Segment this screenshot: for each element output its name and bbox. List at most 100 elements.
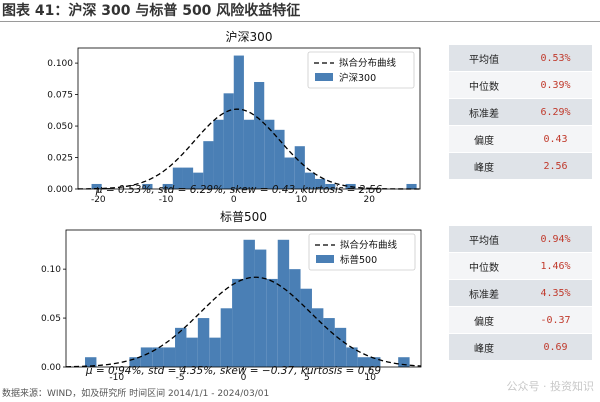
histogram-bar	[264, 119, 275, 189]
histogram-bar	[140, 347, 153, 367]
chart-hs300: 沪深300 -20 -10 0 10 20 0.000 0.025 0.050 0.075 0.10…	[47, 30, 421, 205]
stats-value: 6.29%	[519, 98, 592, 126]
x-tick-label: -10	[109, 373, 124, 383]
stats-label: 标准差	[449, 279, 519, 307]
source-footnote: 数据来源：WIND，如及研究所 时间区间 2014/1/1 - 2024/03/…	[2, 389, 270, 399]
watermark: 公众号 · 投资知识	[506, 380, 595, 393]
stats-label: 中位数	[449, 252, 519, 280]
histogram-bar	[209, 337, 221, 367]
x-tick-label: 20	[363, 195, 375, 205]
stats-value: -0.37	[519, 306, 592, 334]
histogram-bar	[162, 183, 173, 189]
legend-fit-label: 拟合分布曲线	[339, 57, 397, 69]
histogram-bar	[243, 119, 255, 189]
stats-label: 中位数	[449, 71, 519, 99]
x-tick-label: 10	[296, 195, 308, 205]
chart-title: 沪深300	[226, 30, 273, 44]
histogram-bar	[203, 141, 214, 189]
x-tick-label: 5	[304, 373, 310, 383]
stats-row: 中位数 1.46%	[449, 252, 592, 280]
histogram-bar	[163, 347, 176, 367]
histogram-bar	[277, 239, 290, 367]
stats-row: 平均值 0.53%	[449, 44, 592, 72]
histogram-bar	[357, 357, 370, 367]
histogram-bar	[193, 172, 204, 189]
histogram-bar	[266, 278, 278, 367]
y-tick-label: 0.000	[47, 185, 73, 195]
histogram-bar	[182, 167, 194, 189]
histogram-bar	[129, 357, 141, 367]
stats-value: 0.53%	[519, 44, 592, 72]
stats-row: 标准差 4.35%	[449, 279, 592, 307]
histogram-bar	[284, 157, 295, 189]
histogram-bar	[220, 308, 233, 367]
stats-value: 1.46%	[519, 252, 592, 280]
histogram-bar	[294, 146, 305, 189]
y-tick-label: 0.100	[47, 59, 73, 69]
histogram-bar	[274, 129, 285, 189]
stats-row: 偏度 0.43	[449, 125, 592, 153]
x-tick-label: 0	[231, 195, 237, 205]
y-tick-label: 0.050	[47, 122, 73, 132]
histogram-bar	[175, 327, 187, 367]
stats-label: 峰度	[449, 152, 519, 180]
histogram-bar	[172, 167, 183, 189]
legend-box	[308, 233, 416, 271]
histogram-bar	[304, 172, 316, 189]
stats-value: 2.56	[519, 152, 592, 180]
histogram-bar	[152, 347, 164, 367]
histogram-bar	[223, 93, 234, 189]
legend-series-label: 沪深300	[339, 72, 376, 84]
legend-series-swatch	[315, 73, 333, 81]
stats-row: 峰度 0.69	[449, 333, 592, 361]
legend-series-label: 标普500	[340, 254, 377, 266]
histogram-bar	[186, 337, 198, 367]
charts-canvas: 沪深300-20 -10 0 10 200.0000.0250.0500.0750.10…	[41, 30, 422, 383]
y-tick-label: 0.075	[47, 91, 73, 101]
histogram-bar	[315, 178, 326, 189]
histogram-bar	[243, 239, 255, 367]
stats-label: 平均值	[449, 44, 519, 72]
histogram-bar	[213, 119, 224, 189]
histogram-bar	[233, 55, 244, 189]
stats-value: 0.69	[519, 333, 592, 361]
chart-title: 标普500	[220, 210, 267, 224]
y-tick-label: 0.10	[41, 265, 61, 275]
stats-table-sp500: 平均值 0.94% 中位数 1.46% 标准差 4.35% 偏度 -0.37 峰度 0.69	[449, 225, 592, 361]
legend-box	[307, 51, 415, 89]
x-tick-label: 10	[365, 373, 377, 383]
stats-table-hs300: 平均值 0.53% 中位数 0.39% 标准差 6.29% 偏度 0.43 峰度 2.56	[449, 44, 592, 180]
x-tick-label: -20	[91, 195, 106, 205]
chart-caption: μ = 0.94%, std = 4.35%, skew = −0.37, ku…	[85, 365, 381, 377]
histogram-bar	[346, 347, 358, 367]
plot-frame	[77, 47, 421, 190]
fit-curve	[77, 108, 420, 190]
histogram-bar	[369, 357, 381, 367]
y-tick-label: 0.05	[41, 314, 61, 324]
histogram-bar	[325, 183, 336, 189]
chart-caption: μ = 0.53%, std = 6.29%, skew = 0.43, kur…	[95, 184, 383, 196]
x-tick-label: -10	[159, 195, 174, 205]
histogram-bar	[398, 357, 410, 367]
histogram-bar	[91, 183, 102, 189]
histogram-bar	[197, 318, 210, 367]
histogram-bar	[254, 81, 265, 189]
histogram-bar	[334, 327, 347, 367]
stats-value: 0.94%	[519, 225, 592, 253]
fit-curve	[65, 276, 422, 368]
legend-fit-label: 拟合分布曲线	[340, 239, 398, 251]
histogram-bar	[406, 183, 417, 189]
stats-row: 偏度 -0.37	[449, 306, 592, 334]
stats-row: 中位数 0.39%	[449, 71, 592, 99]
stats-row: 峰度 2.56	[449, 152, 592, 180]
stats-value: 0.39%	[519, 71, 592, 99]
stats-label: 平均值	[449, 225, 519, 253]
histogram-bar	[300, 288, 312, 367]
y-tick-label: 0.025	[47, 154, 73, 164]
stats-label: 峰度	[449, 333, 519, 361]
stats-label: 偏度	[449, 125, 519, 153]
histogram-bar	[142, 183, 153, 189]
x-tick-label: 0	[241, 373, 247, 383]
y-tick-label: 0.00	[41, 363, 61, 373]
